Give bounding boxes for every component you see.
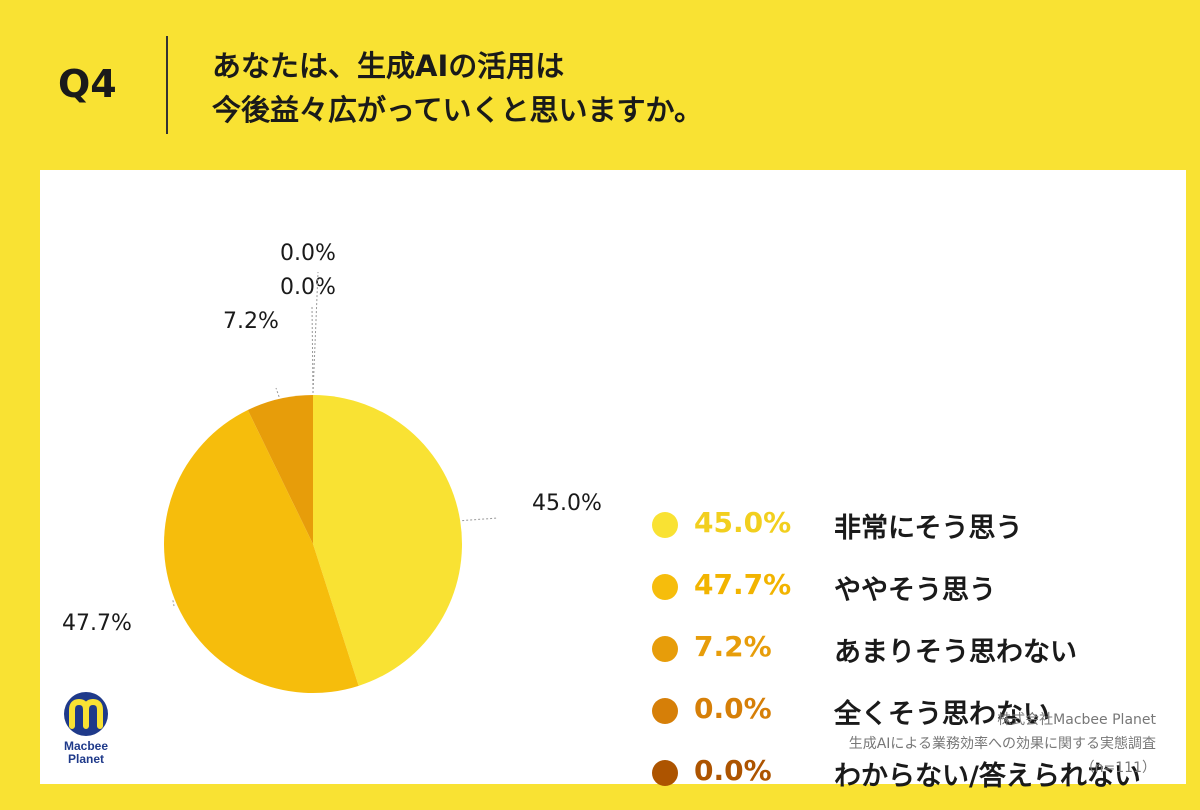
legend-percent: 0.0% <box>694 692 772 725</box>
macbee-planet-logo: Macbee Planet <box>46 690 126 780</box>
pie-slice-5-data-label: 0.0% <box>280 241 336 266</box>
pie-slice-4-data-label: 0.0% <box>280 275 336 300</box>
logo-text-line1: Macbee <box>63 739 109 753</box>
question-title: あなたは、生成AIの活用は 今後益々広がっていくと思いますか。 <box>212 44 703 132</box>
pie-slice-1-data-label: 45.0% <box>532 491 602 516</box>
legend-label: わからない/答えられない <box>834 761 1141 792</box>
pie-chart: 45.0%47.7%7.2%0.0%0.0% <box>62 241 602 693</box>
legend-dot-icon <box>652 512 678 538</box>
legend-dot-icon <box>652 574 678 600</box>
legend-label: 非常にそう思う <box>834 513 1023 544</box>
pie-slice-3-leader-line <box>275 387 280 398</box>
source-survey: 生成AIによる業務効率への効果に関する実態調査 <box>848 736 1156 752</box>
source-sample: （n=111） <box>1080 760 1156 776</box>
question-title-line1: あなたは、生成AIの活用は <box>212 49 565 83</box>
legend-dot-icon <box>652 760 678 786</box>
source-company: 株式会社Macbee Planet <box>997 712 1156 728</box>
pie-slice-2-leader-line <box>172 600 175 607</box>
chart-panel: 45.0% 47.7% 7.2% 0.0% 0.0% 45.0% 非常にそう思う 47.7%… <box>40 170 1186 792</box>
legend-percent: 47.7% <box>694 568 792 601</box>
legend-label: ややそう思う <box>834 575 996 606</box>
question-number: Q4 <box>58 62 117 106</box>
legend-percent: 7.2% <box>694 630 772 663</box>
legend-label: あまりそう思わない <box>834 637 1077 668</box>
legend-percent: 45.0% <box>694 506 792 539</box>
logo-text: Macbee Planet <box>46 740 126 766</box>
logo-text-line2: Planet <box>67 752 104 766</box>
header: Q4 あなたは、生成AIの活用は 今後益々広がっていくと思いますか。 <box>0 0 1200 170</box>
legend-percent: 0.0% <box>694 754 772 787</box>
legend-dot-icon <box>652 698 678 724</box>
pie-slice-5-leader-line <box>312 271 319 394</box>
pie-slice-2 <box>164 410 359 693</box>
pie-slice-2-data-label: 47.7% <box>62 611 132 636</box>
pie-slice-4-leader-line <box>311 305 314 394</box>
logo-mark-icon <box>64 692 108 736</box>
pie-slice-1-leader-line <box>462 517 499 522</box>
pie-slice-3-data-label: 7.2% <box>223 309 279 334</box>
header-divider <box>166 36 168 134</box>
pie-slice-1 <box>313 395 463 686</box>
legend-dot-icon <box>652 636 678 662</box>
legend-label: 全くそう思わない <box>834 699 1050 730</box>
pie-slice-3 <box>247 395 313 544</box>
source-note: 株式会社Macbee Planet 生成AIによる業務効率への効果に関する実態調… <box>849 708 1156 780</box>
question-title-line2: 今後益々広がっていくと思いますか。 <box>212 93 703 127</box>
